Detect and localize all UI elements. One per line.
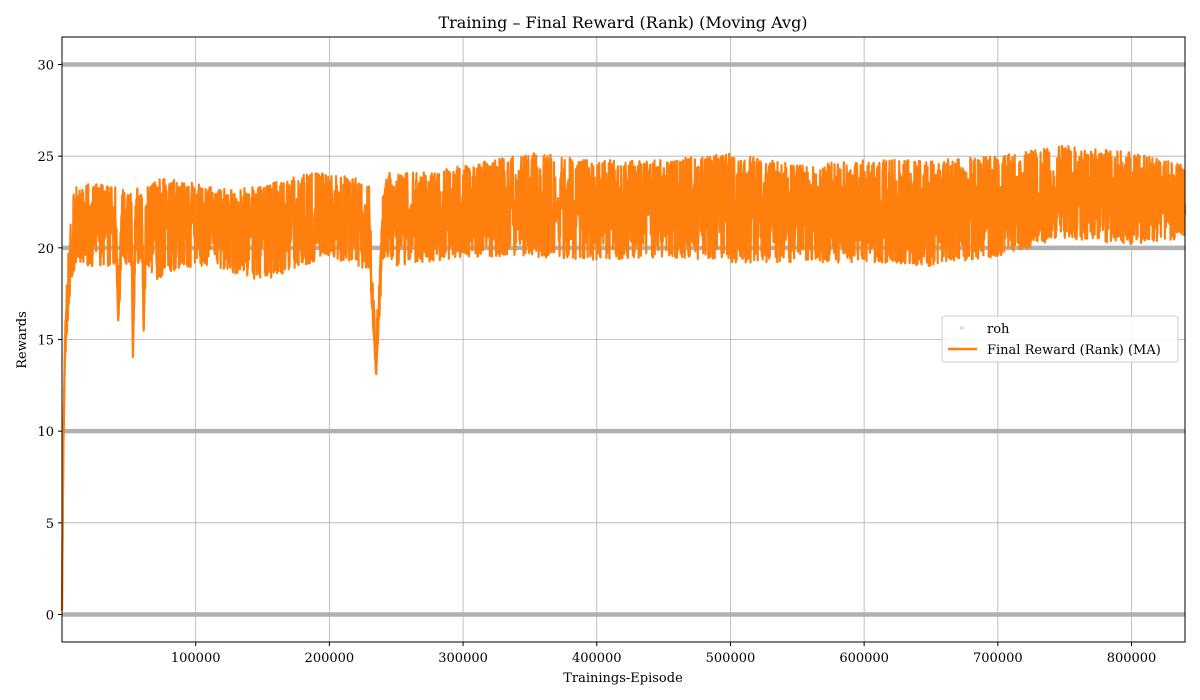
- y-tick-label: 20: [37, 242, 54, 257]
- y-tick-label: 10: [37, 425, 54, 440]
- x-axis-ticks: 100000 200000 300000 400000 500000 600000 7000…: [171, 642, 1156, 666]
- y-axis-label: Rewards: [15, 311, 30, 369]
- x-tick-label: 300000: [438, 651, 488, 666]
- y-tick-label: 25: [37, 150, 54, 165]
- x-tick-label: 500000: [706, 651, 756, 666]
- series-line-final-reward-ma: [60, 144, 1187, 611]
- y-tick-label: 0: [46, 609, 54, 624]
- y-tick-label: 30: [37, 59, 54, 74]
- y-tick-label: 15: [37, 334, 54, 349]
- legend-label-roh: roh: [987, 322, 1010, 337]
- x-tick-label: 200000: [305, 651, 355, 666]
- series-mean-line: [60, 195, 1186, 611]
- x-tick-label: 400000: [572, 651, 622, 666]
- legend-box: [941, 315, 1179, 363]
- x-tick-label: 700000: [973, 651, 1023, 666]
- x-tick-label: 600000: [839, 651, 889, 666]
- x-tick-label: 100000: [171, 651, 221, 666]
- x-tick-label: 800000: [1107, 651, 1157, 666]
- legend: roh Final Reward (Rank) (MA): [941, 315, 1179, 363]
- y-tick-label: 5: [46, 517, 54, 532]
- y-axis-ticks: 0 5 10 15 20 25 30: [37, 59, 62, 624]
- chart-title: Training – Final Reward (Rank) (Moving A…: [438, 13, 807, 32]
- x-axis-label: Trainings-Episode: [563, 671, 683, 686]
- legend-marker-roh: [960, 326, 964, 330]
- series-layer: [60, 144, 1187, 611]
- legend-label-ma: Final Reward (Rank) (MA): [987, 343, 1161, 358]
